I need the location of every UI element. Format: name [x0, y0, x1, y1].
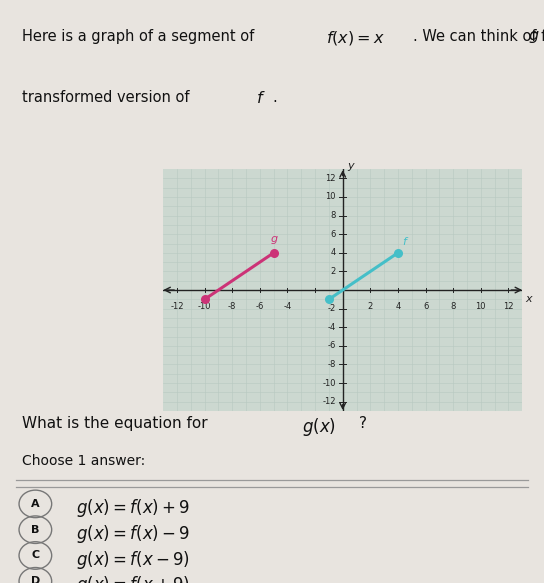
Text: $x$: $x$	[524, 294, 534, 304]
Text: $f$: $f$	[402, 236, 410, 247]
Text: $g(x) = f(x) - 9$: $g(x) = f(x) - 9$	[76, 523, 190, 545]
Text: -6: -6	[327, 342, 336, 350]
Text: -12: -12	[170, 302, 184, 311]
Text: . We can think of function: . We can think of function	[413, 29, 544, 44]
Text: $g$: $g$	[269, 234, 278, 245]
Text: $g(x) = f(x - 9)$: $g(x) = f(x - 9)$	[76, 549, 190, 571]
Text: $g(x) = f(x) + 9$: $g(x) = f(x) + 9$	[76, 497, 190, 519]
Text: $f(x)=x$: $f(x)=x$	[326, 29, 385, 47]
Text: $g(x)$: $g(x)$	[302, 416, 336, 438]
Text: 10: 10	[325, 192, 336, 202]
Text: 4: 4	[331, 248, 336, 257]
Text: 2: 2	[331, 267, 336, 276]
Text: A: A	[31, 499, 40, 509]
Text: B: B	[31, 525, 40, 535]
Text: $f$: $f$	[256, 90, 265, 106]
Text: -6: -6	[256, 302, 264, 311]
Text: What is the equation for: What is the equation for	[22, 416, 207, 431]
Text: .: .	[272, 90, 277, 105]
Text: -2: -2	[327, 304, 336, 313]
Text: $g$: $g$	[528, 29, 539, 45]
Text: Choose 1 answer:: Choose 1 answer:	[22, 454, 145, 468]
Text: 8: 8	[330, 211, 336, 220]
Text: -4: -4	[327, 323, 336, 332]
Text: 4: 4	[395, 302, 400, 311]
Text: 12: 12	[325, 174, 336, 183]
Text: 6: 6	[330, 230, 336, 238]
Text: 6: 6	[423, 302, 428, 311]
Text: 12: 12	[503, 302, 514, 311]
Text: 10: 10	[475, 302, 486, 311]
Text: 8: 8	[450, 302, 456, 311]
Text: -12: -12	[322, 397, 336, 406]
Text: 2: 2	[368, 302, 373, 311]
Text: transformed version of: transformed version of	[22, 90, 189, 105]
Text: $g(x) = f(x + 9)$: $g(x) = f(x + 9)$	[76, 574, 190, 583]
Text: $y$: $y$	[347, 161, 355, 173]
Text: -10: -10	[322, 378, 336, 388]
Text: ?: ?	[359, 416, 367, 431]
Text: -8: -8	[327, 360, 336, 369]
Text: Here is a graph of a segment of: Here is a graph of a segment of	[22, 29, 254, 44]
Text: -8: -8	[228, 302, 237, 311]
Text: -10: -10	[198, 302, 212, 311]
Text: -4: -4	[283, 302, 292, 311]
Text: D: D	[30, 576, 40, 583]
Text: C: C	[32, 550, 39, 560]
